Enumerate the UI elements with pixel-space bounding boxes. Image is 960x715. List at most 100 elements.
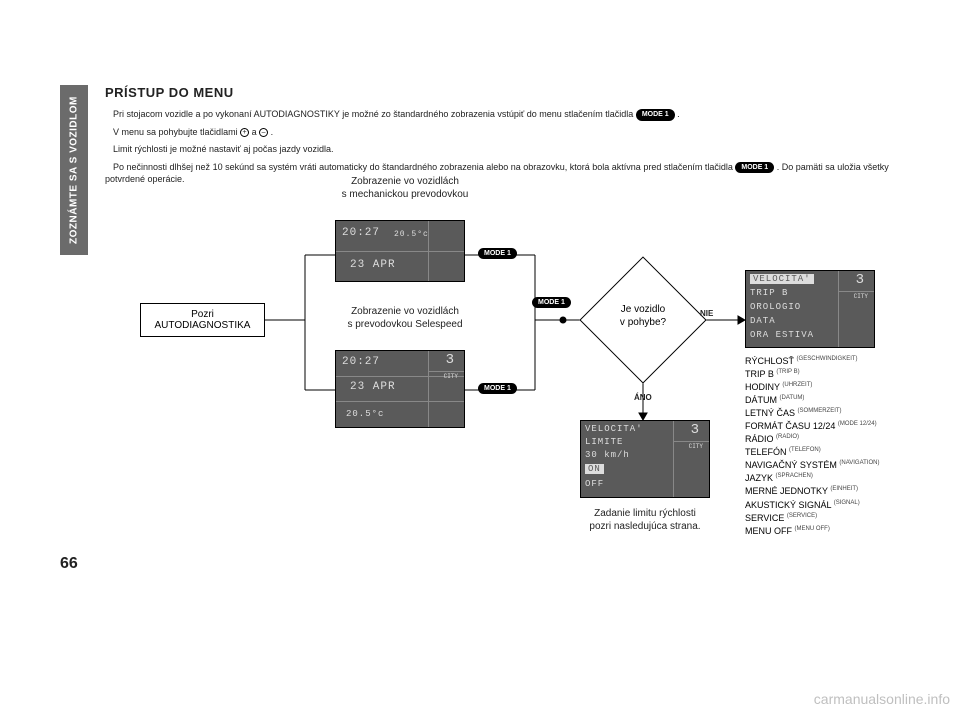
lcd2-date: 23 APR bbox=[350, 381, 396, 393]
menu-item-4: LETNÝ ČAS (SOMMERZEIT) bbox=[745, 407, 880, 420]
page-title: PRÍSTUP DO MENU bbox=[105, 85, 890, 100]
caption-sele-l1: Zobrazenie vo vozidlách bbox=[351, 306, 459, 317]
caption-mech-l1: Zobrazenie vo vozidlách bbox=[351, 176, 459, 187]
manual-page: ZOZNÁMTE SA S VOZIDLOM PRÍSTUP DO MENU P… bbox=[60, 60, 905, 655]
section-tab: ZOZNÁMTE SA S VOZIDLOM bbox=[60, 85, 88, 255]
lcd3-l2: LIMITE bbox=[585, 437, 623, 447]
lcd-speed-limit: VELOCITA' LIMITE 30 km/h ON OFF 3 CITY bbox=[580, 420, 710, 498]
lcd4-r0-text: VELOCITA' bbox=[750, 274, 814, 284]
cap-bot-l1: Zadanie limitu rýchlosti bbox=[594, 508, 696, 519]
menu-item-list: RÝCHLOSŤ (GESCHWINDIGKEIT) TRIP B (TRIP … bbox=[745, 355, 880, 538]
menu-item-7-s: (TELEFON) bbox=[789, 447, 821, 453]
menu-item-11: AKUSTICKÝ SIGNÁL (SIGNAL) bbox=[745, 499, 880, 512]
lcd2-city: CITY bbox=[444, 373, 458, 380]
lcd-menu: VELOCITA' TRIP B OROLOGIO DATA ORA ESTIV… bbox=[745, 270, 875, 348]
lcd3-off: OFF bbox=[585, 479, 604, 489]
menu-item-4-t: LETNÝ ČAS bbox=[745, 408, 795, 418]
lcd2-temp: 20.5°c bbox=[346, 409, 384, 419]
lcd4-gear: 3 bbox=[856, 272, 864, 288]
menu-item-2: HODINY (UHRZEIT) bbox=[745, 381, 880, 394]
caption-sele-l2: s prevodovkou Selespeed bbox=[347, 319, 462, 330]
para1-text-b: . bbox=[675, 109, 680, 119]
menu-item-7: TELEFÓN (TELEFON) bbox=[745, 446, 880, 459]
diamond-l1: Je vozidlo bbox=[621, 304, 665, 315]
para4-text-a: Po nečinnosti dlhšej než 10 sekúnd sa sy… bbox=[113, 162, 735, 172]
menu-item-3-s: (DATUM) bbox=[780, 395, 805, 401]
menu-item-13: MENU OFF (MENU OFF) bbox=[745, 525, 880, 538]
label-nie: NIE bbox=[700, 309, 713, 318]
lcd1-temp: 20.5°c bbox=[394, 230, 429, 239]
lcd-mechanical: 20:27 20.5°c 23 APR bbox=[335, 220, 465, 282]
menu-item-0-t: RÝCHLOSŤ bbox=[745, 356, 794, 366]
lcd1-date: 23 APR bbox=[350, 259, 396, 271]
paragraph-2: V menu sa pohybujte tlačidlami + a – . bbox=[105, 126, 890, 139]
lcd2-time: 20:27 bbox=[342, 356, 380, 368]
lcd3-gear: 3 bbox=[691, 422, 699, 438]
menu-item-6-t: RÁDIO bbox=[745, 434, 774, 444]
para1-text-a: Pri stojacom vozidle a po vykonaní AUTOD… bbox=[113, 109, 636, 119]
label-ano: ÁNO bbox=[634, 393, 652, 402]
menu-item-3-t: DÁTUM bbox=[745, 395, 777, 405]
menu-item-10-s: (EINHEIT) bbox=[830, 486, 858, 492]
paragraph-3: Limit rýchlosti je možné nastaviť aj poč… bbox=[105, 143, 890, 156]
autodiag-label: Pozri AUTODIAGNOSTIKA bbox=[143, 309, 262, 331]
menu-item-0: RÝCHLOSŤ (GESCHWINDIGKEIT) bbox=[745, 355, 880, 368]
minus-button-icon: – bbox=[259, 128, 268, 137]
menu-item-8-s: (NAVIGATION) bbox=[839, 460, 879, 466]
menu-item-6-s: (RADIO) bbox=[776, 434, 799, 440]
menu-item-10-t: MERNÉ JEDNOTKY bbox=[745, 486, 828, 496]
para2-text-a: V menu sa pohybujte tlačidlami bbox=[113, 127, 240, 137]
lcd4-r2: OROLOGIO bbox=[750, 302, 801, 312]
menu-item-12-t: SERVICE bbox=[745, 513, 784, 523]
mode-pill-3: MODE 1 bbox=[478, 383, 517, 394]
menu-item-11-s: (SIGNAL) bbox=[834, 500, 860, 506]
caption-mechanical: Zobrazenie vo vozidlách s mechanickou pr… bbox=[320, 175, 490, 201]
menu-item-8-t: NAVIGAČNÝ SYSTÉM bbox=[745, 460, 837, 470]
menu-item-13-s: (MENU OFF) bbox=[795, 526, 830, 532]
lcd1-time: 20:27 bbox=[342, 227, 380, 239]
lcd3-l3: 30 km/h bbox=[585, 450, 630, 460]
caption-selespeed: Zobrazenie vo vozidlách s prevodovkou Se… bbox=[320, 305, 490, 331]
menu-item-3: DÁTUM (DATUM) bbox=[745, 394, 880, 407]
menu-item-5-t: FORMÁT ČASU 12/24 bbox=[745, 421, 835, 431]
section-tab-label: ZOZNÁMTE SA S VOZIDLOM bbox=[69, 96, 80, 244]
menu-item-9-t: JAZYK bbox=[745, 473, 773, 483]
menu-item-9: JAZYK (SPRACHEN) bbox=[745, 472, 880, 485]
menu-item-13-t: MENU OFF bbox=[745, 526, 792, 536]
mode-pill-icon: MODE 1 bbox=[735, 162, 774, 174]
diamond-l2: v pohybe? bbox=[620, 317, 666, 328]
para2-text-c: . bbox=[268, 127, 273, 137]
mode-pill-2: MODE 1 bbox=[532, 297, 571, 308]
lcd4-r0: VELOCITA' bbox=[750, 274, 814, 284]
caption-speed-limit: Zadanie limitu rýchlosti pozri nasledujú… bbox=[570, 507, 720, 533]
menu-item-1-s: (TRIP B) bbox=[776, 369, 799, 375]
menu-item-4-s: (SOMMERZEIT) bbox=[798, 408, 842, 414]
lcd4-city: CITY bbox=[854, 293, 868, 300]
menu-item-7-t: TELEFÓN bbox=[745, 447, 787, 457]
menu-item-1-t: TRIP B bbox=[745, 369, 774, 379]
page-number: 66 bbox=[60, 555, 78, 573]
menu-item-10: MERNÉ JEDNOTKY (EINHEIT) bbox=[745, 485, 880, 498]
menu-item-12-s: (SERVICE) bbox=[787, 513, 817, 519]
para2-text-b: a bbox=[249, 127, 259, 137]
menu-item-1: TRIP B (TRIP B) bbox=[745, 368, 880, 381]
menu-item-5: FORMÁT ČASU 12/24 (MODE 12/24) bbox=[745, 420, 880, 433]
menu-item-11-t: AKUSTICKÝ SIGNÁL bbox=[745, 500, 831, 510]
menu-item-12: SERVICE (SERVICE) bbox=[745, 512, 880, 525]
lcd3-on-text: ON bbox=[585, 464, 604, 474]
menu-item-8: NAVIGAČNÝ SYSTÉM (NAVIGATION) bbox=[745, 459, 880, 472]
lcd4-r3: DATA bbox=[750, 316, 776, 326]
menu-flow-diagram: Zobrazenie vo vozidlách s mechanickou pr… bbox=[120, 175, 890, 565]
caption-mech-l2: s mechanickou prevodovkou bbox=[342, 189, 469, 200]
menu-item-9-s: (SPRACHEN) bbox=[776, 473, 813, 479]
cap-bot-l2: pozri nasledujúca strana. bbox=[589, 521, 700, 532]
menu-item-2-t: HODINY bbox=[745, 382, 780, 392]
menu-item-5-s: (MODE 12/24) bbox=[838, 421, 877, 427]
lcd-selespeed: 20:27 23 APR 20.5°c 3 CITY bbox=[335, 350, 465, 428]
lcd4-r1: TRIP B bbox=[750, 288, 788, 298]
menu-item-0-s: (GESCHWINDIGKEIT) bbox=[797, 356, 858, 362]
plus-button-icon: + bbox=[240, 128, 249, 137]
lcd2-gear: 3 bbox=[446, 352, 454, 368]
lcd3-l1: VELOCITA' bbox=[585, 424, 643, 434]
mode-pill-1: MODE 1 bbox=[478, 248, 517, 259]
